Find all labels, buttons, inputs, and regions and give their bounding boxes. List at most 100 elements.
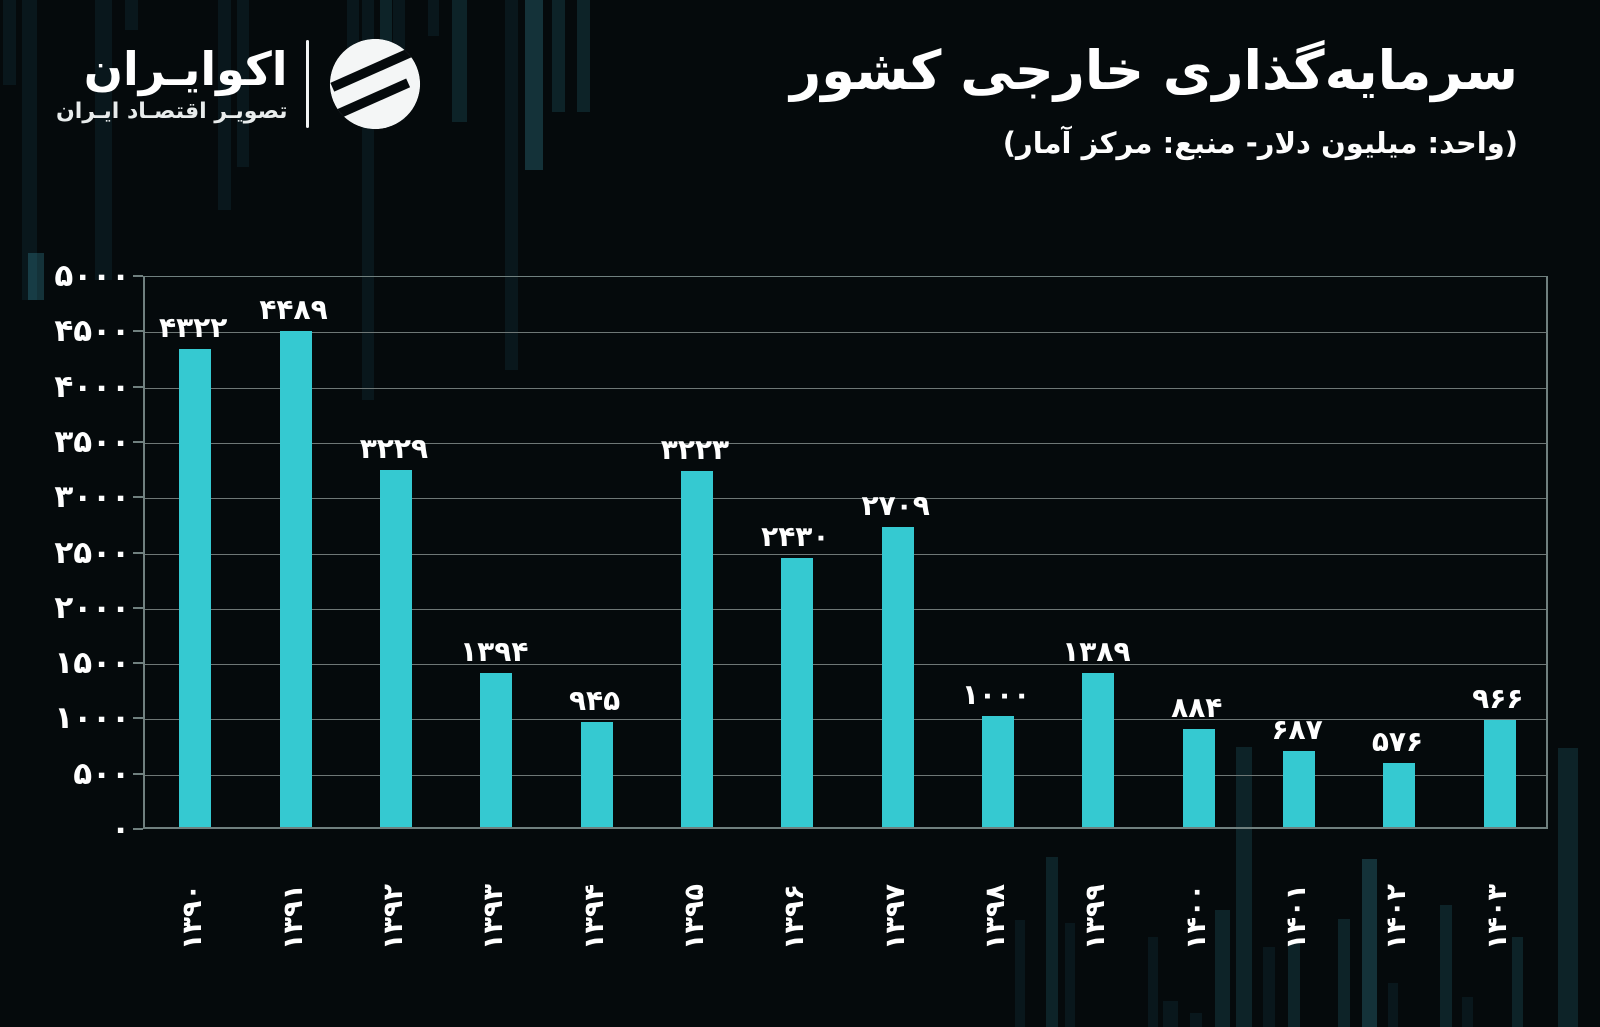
bar <box>179 349 212 827</box>
bar <box>1182 729 1215 827</box>
y-tick-label: ۱۰۰۰ <box>54 700 130 737</box>
bar <box>781 558 814 827</box>
x-tick-label: ۱۳۹۶ <box>779 884 811 950</box>
background-texture-bar <box>1148 937 1158 1027</box>
bar <box>480 672 513 827</box>
y-tick-mark <box>133 385 143 388</box>
background-texture-bar <box>1046 857 1058 1027</box>
y-tick-label: ۰ <box>111 811 130 847</box>
background-texture-bar <box>22 0 37 300</box>
y-tick-label: ۳۵۰۰ <box>54 423 130 460</box>
bar-value-label: ۶۸۷ <box>1271 713 1323 747</box>
bar <box>580 722 613 827</box>
bar-value-label: ۵۷۶ <box>1371 725 1424 759</box>
bar-value-label: ۳۲۲۳ <box>660 432 730 466</box>
background-texture-bar <box>525 0 543 170</box>
bar-value-label: ۹۴۵ <box>568 684 621 718</box>
x-tick-label: ۱۳۹۸ <box>980 884 1012 950</box>
chart-unit-source-note: (واحد: میلیون دلار- منبع: مرکز آمار) <box>1002 126 1518 161</box>
bar-value-label: ۲۷۰۹ <box>861 489 930 523</box>
x-tick-label: ۱۴۰۰ <box>1180 884 1212 950</box>
gridline <box>145 332 1546 334</box>
bar <box>1082 673 1115 827</box>
gridline <box>145 442 1546 444</box>
y-tick-label: ۴۵۰۰ <box>54 313 130 350</box>
y-tick-label: ۵۰۰ <box>73 755 130 792</box>
y-tick-mark <box>133 662 143 665</box>
background-texture-bar <box>1015 920 1025 1027</box>
chart-title: سرمایه‌گذاری خارجی کشور <box>790 39 1518 102</box>
x-tick-label: ۱۳۹۲ <box>377 884 409 950</box>
y-tick-mark <box>133 717 143 720</box>
bar-value-label: ۱۰۰۰ <box>961 678 1031 712</box>
bar-value-label: ۳۲۲۹ <box>359 431 429 465</box>
background-texture-bar <box>1215 910 1230 1027</box>
gridline <box>145 498 1546 500</box>
gridline <box>145 608 1546 610</box>
ecoiran-logo-icon <box>329 38 420 130</box>
background-texture-bar <box>1558 748 1578 1027</box>
x-tick-label: ۱۳۹۵ <box>678 884 710 950</box>
bar <box>1483 720 1516 827</box>
x-tick-label: ۱۳۹۹ <box>1080 884 1112 950</box>
y-tick-label: ۳۰۰۰ <box>54 479 130 516</box>
gridline <box>145 719 1546 721</box>
background-texture-bar <box>1190 1013 1202 1027</box>
y-tick-mark <box>133 606 143 609</box>
x-tick-label: ۱۳۹۰ <box>177 884 209 950</box>
x-tick-label: ۱۳۹۴ <box>578 884 610 950</box>
gridline <box>145 387 1546 389</box>
background-texture-bar <box>3 0 16 85</box>
bar <box>881 527 914 827</box>
bar-value-label: ۹۶۶ <box>1472 682 1524 716</box>
y-tick-label: ۵۰۰۰ <box>54 258 130 294</box>
x-tick-label: ۱۳۹۳ <box>478 884 510 950</box>
bar <box>680 470 713 827</box>
x-tick-label: ۱۳۹۷ <box>879 884 911 950</box>
y-tick-mark <box>133 772 143 775</box>
x-tick-label: ۱۴۰۳ <box>1481 884 1513 950</box>
background-texture-bar <box>1163 1001 1178 1027</box>
background-texture-bar <box>577 0 590 112</box>
y-tick-label: ۴۰۰۰ <box>54 368 130 405</box>
brand-name: اکوایـران <box>83 42 288 97</box>
gridline <box>145 774 1546 776</box>
bar-value-label: ۴۳۲۲ <box>158 310 228 344</box>
x-tick-label: ۱۳۹۱ <box>277 884 309 950</box>
y-tick-mark <box>133 496 143 499</box>
plot-area <box>143 276 1548 829</box>
bar <box>379 469 412 827</box>
brand-logo: اکوایـران تصویـر اقتصـاد ایـران <box>56 36 423 132</box>
brand-tagline: تصویـر اقتصـاد ایـران <box>56 98 288 124</box>
x-tick-label: ۱۴۰۲ <box>1381 884 1413 950</box>
bar-value-label: ۴۴۸۹ <box>259 292 328 326</box>
y-tick-mark <box>133 275 143 277</box>
background-texture-bar <box>452 0 467 122</box>
background-texture-bar <box>1462 997 1473 1027</box>
y-tick-label: ۱۵۰۰ <box>54 645 130 682</box>
y-tick-label: ۲۰۰۰ <box>54 589 130 626</box>
bar <box>982 716 1015 827</box>
bar <box>1383 763 1416 827</box>
background-texture-bar <box>428 0 439 36</box>
background-texture-bar <box>1512 937 1523 1027</box>
gridline <box>145 664 1546 666</box>
y-tick-mark <box>133 828 143 830</box>
background-texture-bar <box>1362 859 1377 1027</box>
background-texture-bar <box>1065 923 1075 1027</box>
bar-value-label: ۸۸۴ <box>1171 691 1223 725</box>
bar-value-label: ۱۳۹۴ <box>460 634 529 668</box>
y-tick-mark <box>133 440 143 443</box>
header-titles: سرمایه‌گذاری خارجی کشور (واحد: میلیون دل… <box>790 39 1518 161</box>
y-tick-label: ۲۵۰۰ <box>54 534 130 571</box>
y-tick-mark <box>133 551 143 554</box>
background-texture-bar <box>1263 947 1275 1027</box>
background-texture-bar <box>1288 942 1300 1027</box>
background-texture-bar <box>552 0 565 112</box>
bar-value-label: ۲۴۳۰ <box>761 520 830 554</box>
background-texture-bar <box>1440 905 1452 1027</box>
bar <box>279 330 312 827</box>
logo-divider <box>305 40 309 128</box>
bar-value-label: ۱۳۸۹ <box>1062 635 1131 669</box>
